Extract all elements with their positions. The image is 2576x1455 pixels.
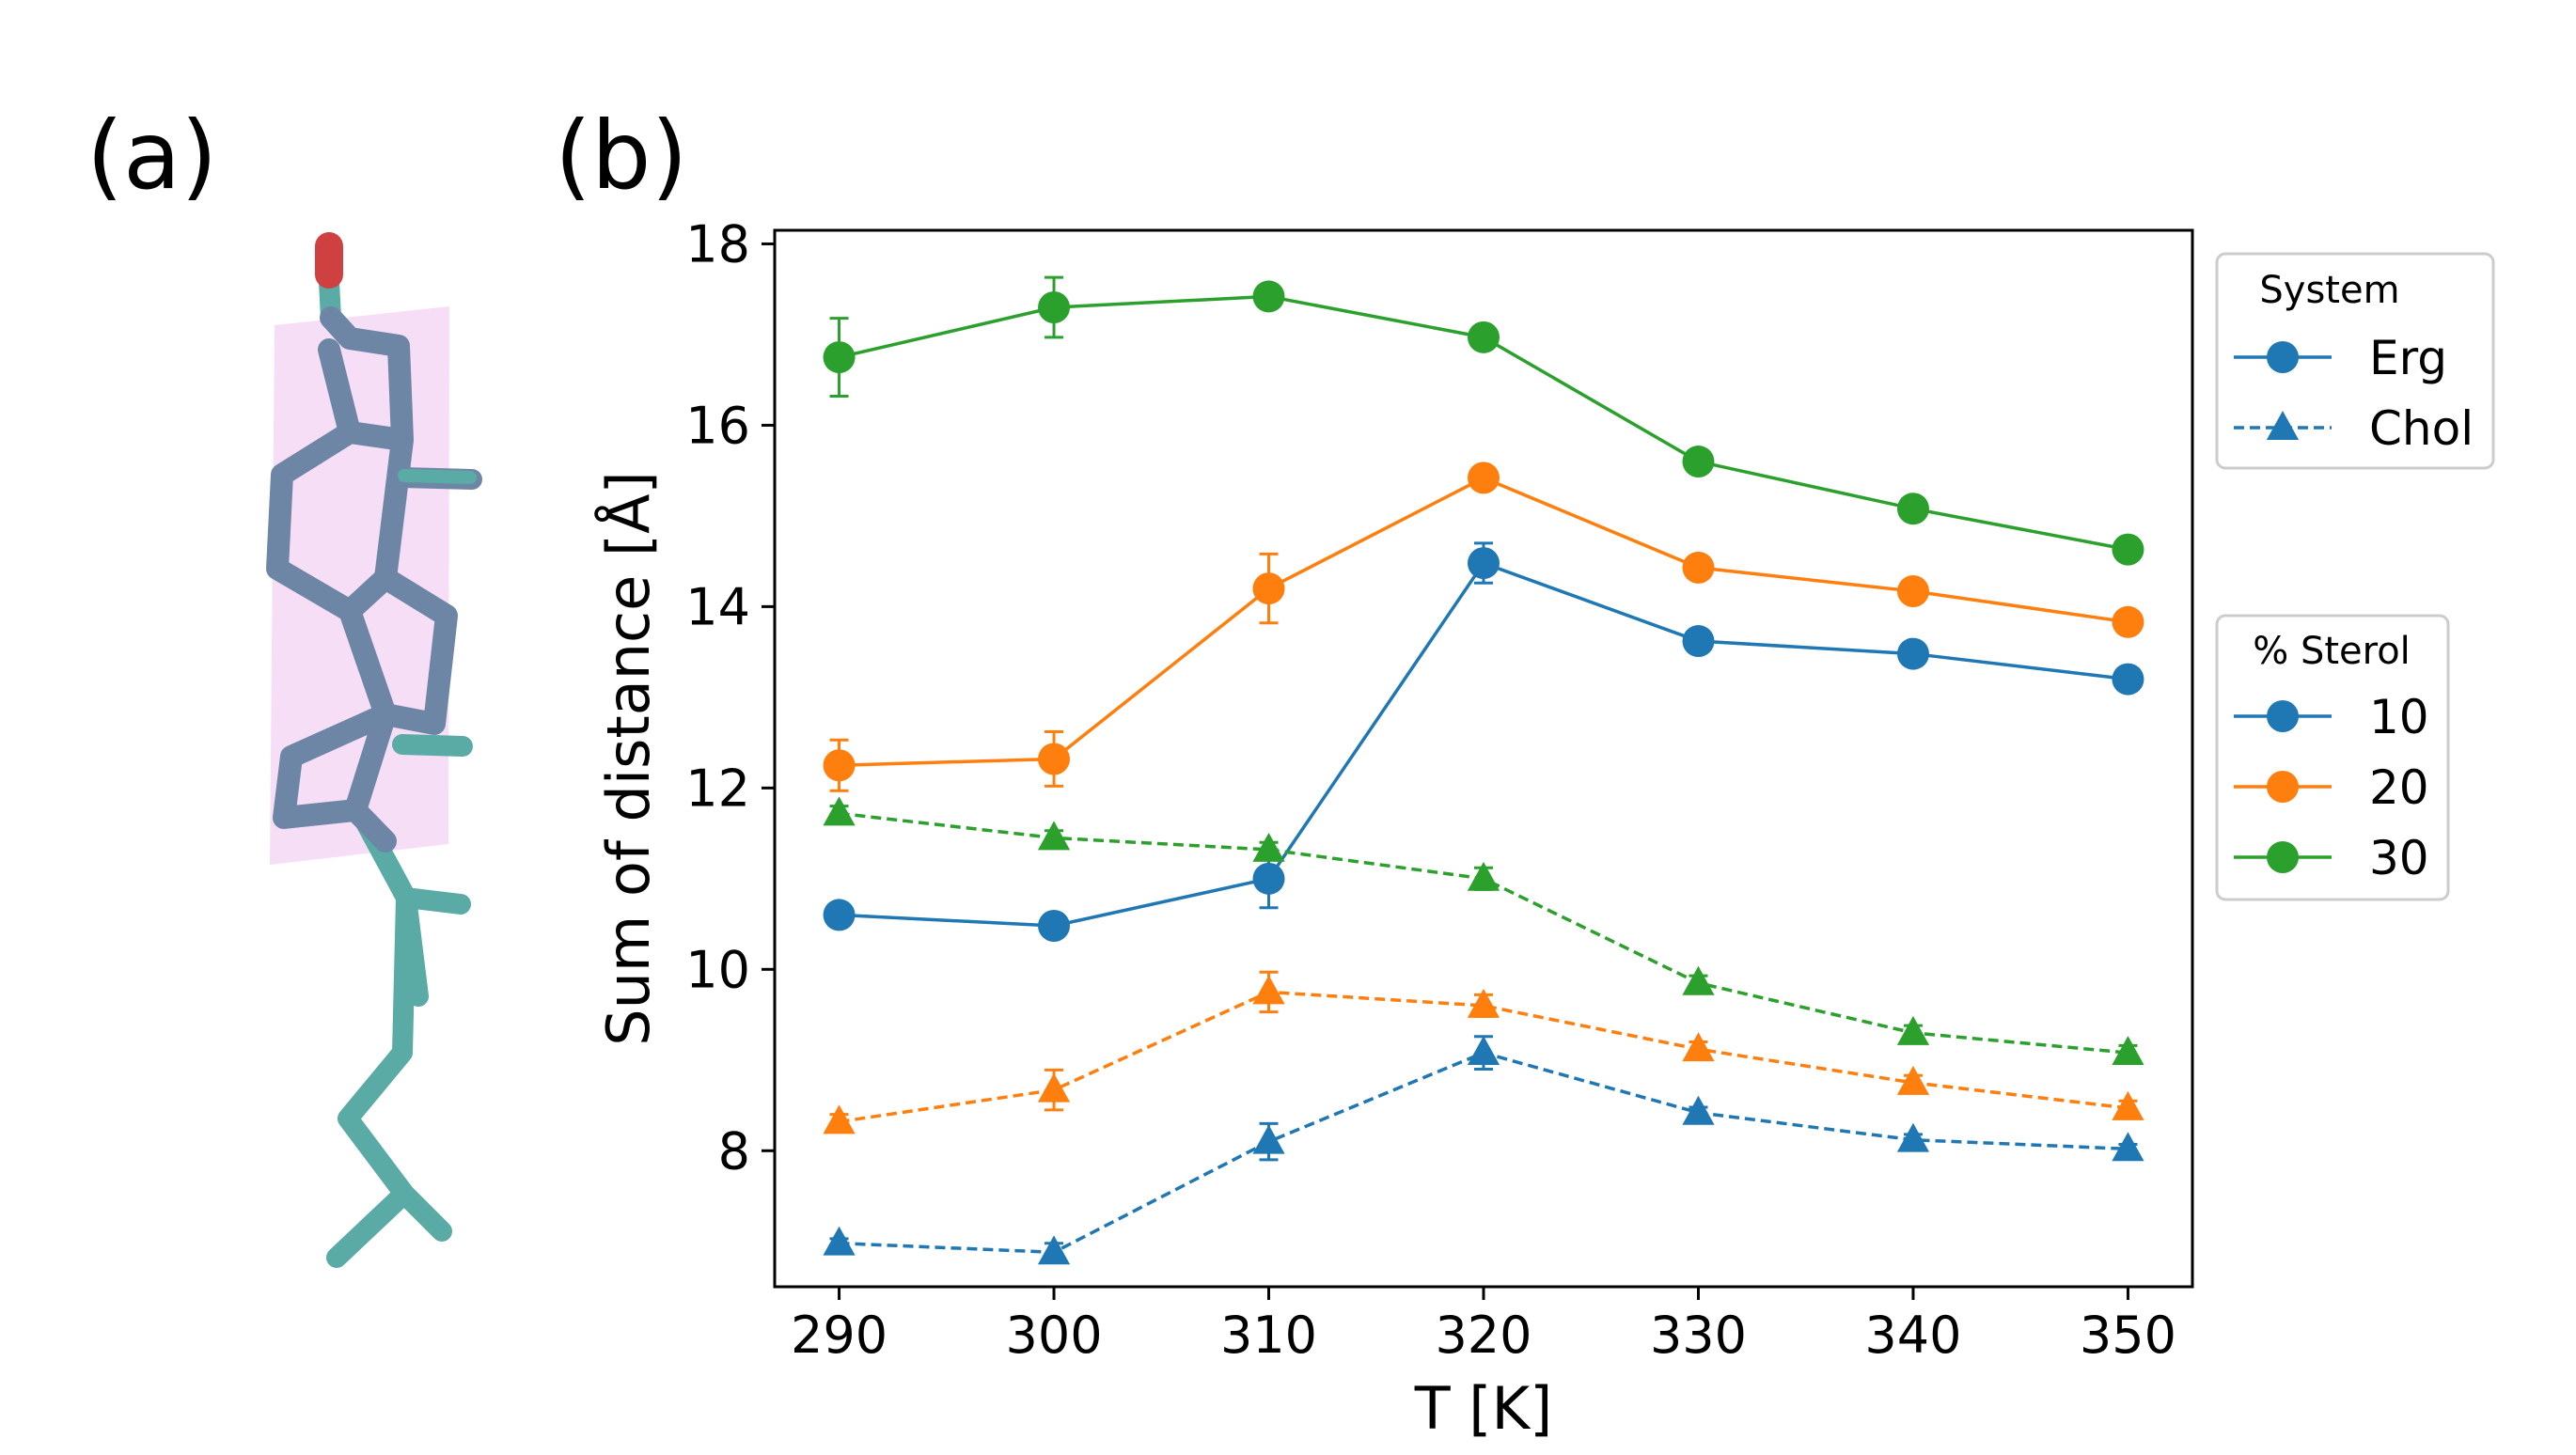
x-tick-label: 320	[1435, 1306, 1531, 1365]
panel-a-label: (a)	[86, 101, 217, 211]
sterol-molecule-illustration	[266, 232, 482, 1268]
data-point-chol-20	[1037, 1072, 1071, 1103]
data-point-erg-30	[1252, 280, 1285, 313]
data-point-erg-30	[1682, 446, 1715, 478]
data-point-chol-30	[1467, 861, 1500, 891]
data-point-chol-10	[1467, 1036, 1500, 1066]
data-point-erg-10	[1682, 625, 1715, 658]
legend-sterol-label: 30	[2369, 831, 2429, 885]
x-tick-label: 300	[1005, 1306, 1102, 1365]
data-point-erg-30	[1038, 291, 1071, 324]
data-point-erg-10	[2112, 663, 2144, 696]
molecule-tail	[326, 806, 471, 1268]
y-tick-label: 14	[685, 577, 750, 636]
x-tick-label: 290	[791, 1306, 887, 1365]
data-point-erg-10	[1252, 862, 1285, 895]
legend-sterol-title: % Sterol	[2253, 630, 2411, 673]
data-point-chol-30	[1037, 821, 1071, 851]
data-point-erg-20	[823, 749, 856, 782]
data-point-erg-20	[1038, 743, 1071, 775]
data-point-chol-30	[823, 796, 856, 826]
legend-system: System Erg Chol	[2215, 252, 2495, 470]
data-point-chol-30	[1896, 1015, 1930, 1045]
molecule-rings	[266, 306, 458, 853]
legend-system-label: Chol	[2369, 401, 2474, 456]
y-axis-label: Sum of distance [Å]	[594, 471, 663, 1045]
legend-marker-circle	[2267, 700, 2299, 732]
data-point-erg-30	[1468, 321, 1500, 353]
data-point-erg-20	[1896, 574, 1929, 607]
data-point-erg-30	[823, 341, 856, 374]
data-point-chol-10	[2112, 1132, 2144, 1162]
legend-system-title: System	[2259, 269, 2399, 312]
y-tick-label: 10	[685, 940, 750, 999]
y-tick-label: 18	[685, 214, 750, 274]
legend-sterol-label: 10	[2369, 690, 2429, 744]
y-tick-label: 16	[685, 396, 750, 455]
data-point-chol-20	[1252, 975, 1285, 1005]
data-point-chol-10	[1896, 1122, 1930, 1152]
legend-marker-circle	[2267, 841, 2299, 873]
data-point-chol-20	[823, 1104, 856, 1134]
data-point-chol-30	[1682, 965, 1715, 995]
x-tick-label: 340	[1864, 1306, 1961, 1365]
data-point-chol-10	[1682, 1095, 1715, 1125]
data-point-chol-10	[1252, 1124, 1285, 1154]
legend-marker-circle	[2267, 771, 2299, 803]
x-tick-label: 330	[1650, 1306, 1747, 1365]
data-point-erg-10	[1468, 547, 1500, 580]
data-point-erg-20	[1468, 462, 1500, 494]
y-tick-label: 12	[685, 759, 750, 818]
data-point-erg-30	[2112, 533, 2144, 566]
data-point-chol-10	[823, 1226, 856, 1256]
legend-marker-circle	[2267, 341, 2299, 373]
data-point-erg-30	[1896, 493, 1929, 525]
data-point-chol-20	[1467, 988, 1500, 1018]
line-chart: 290 300 310 320 330 340 350 8 10 12 14 16 18 T [K] S…	[594, 214, 2495, 1443]
data-point-chol-30	[2112, 1036, 2144, 1066]
data-point-chol-20	[2112, 1090, 2144, 1120]
y-tick-label: 8	[718, 1121, 750, 1181]
data-point-chol-20	[1896, 1065, 1930, 1095]
legend-sterol-label: 20	[2369, 760, 2429, 815]
data-point-erg-10	[1896, 637, 1929, 670]
x-tick-label: 310	[1220, 1306, 1317, 1365]
data-point-chol-20	[1682, 1032, 1715, 1062]
x-tick-label: 350	[2080, 1306, 2176, 1365]
data-point-chol-10	[1037, 1235, 1071, 1265]
series-line-chol-10	[839, 1051, 2128, 1255]
series-line-erg-20	[839, 476, 2128, 767]
x-axis-label: T [K]	[1414, 1374, 1553, 1443]
legend-system-label: Erg	[2369, 331, 2447, 385]
data-point-erg-20	[1682, 551, 1715, 584]
plot-area-frame	[773, 228, 2194, 1289]
data-point-erg-10	[823, 899, 856, 931]
panel-b-label: (b)	[555, 101, 688, 211]
legend-marker-triangle	[2266, 411, 2300, 440]
data-point-erg-20	[1252, 572, 1285, 605]
data-point-chol-30	[1252, 832, 1285, 862]
data-point-erg-10	[1038, 910, 1071, 943]
legend-sterol: % Sterol 10 20 30	[2215, 614, 2450, 901]
data-point-erg-20	[2112, 605, 2144, 638]
